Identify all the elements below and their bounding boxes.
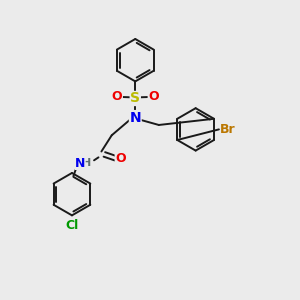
Text: Cl: Cl xyxy=(65,219,79,232)
Text: H: H xyxy=(82,158,91,168)
Text: N: N xyxy=(75,157,86,170)
Text: Br: Br xyxy=(220,123,236,136)
Text: O: O xyxy=(112,91,122,103)
Text: O: O xyxy=(148,91,159,103)
Text: O: O xyxy=(115,152,126,165)
Text: N: N xyxy=(130,111,141,124)
Text: S: S xyxy=(130,92,140,106)
